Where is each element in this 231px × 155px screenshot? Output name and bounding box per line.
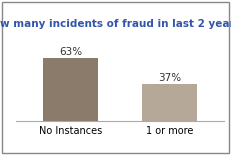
Text: 37%: 37% <box>158 73 181 83</box>
Bar <box>43 58 98 121</box>
Text: How many incidents of fraud in last 2 years?: How many incidents of fraud in last 2 ye… <box>0 19 231 29</box>
Text: 63%: 63% <box>59 47 82 57</box>
Bar <box>142 84 197 121</box>
